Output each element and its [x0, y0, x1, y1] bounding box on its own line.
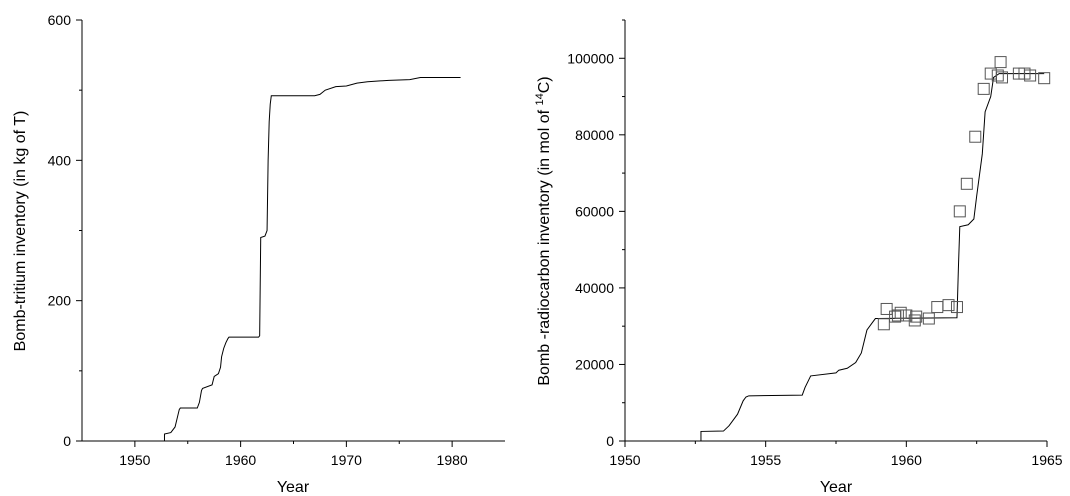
- radiocarbon-chart: 1950 1955 1960 1965 0 20000 40000 60000 80000 100…: [534, 19, 1063, 496]
- data-point: [953, 205, 966, 218]
- y-tick-label: 200: [48, 293, 72, 309]
- series-line: [87, 77, 461, 442]
- data-point: [977, 82, 990, 95]
- x-tick-label: 1950: [119, 452, 150, 468]
- data-point: [922, 312, 935, 325]
- y-tick-label: 0: [63, 433, 71, 449]
- x-tick-label: 1970: [331, 452, 362, 468]
- data-point: [910, 310, 923, 323]
- tritium-chart: 1950 1960 1970 1980 0 200 400 600 Year Bomb-tri…: [12, 12, 505, 496]
- data-point: [908, 314, 921, 327]
- data-point: [1038, 72, 1051, 85]
- x-tick-label: 1980: [437, 452, 468, 468]
- x-tick-label: 1960: [225, 452, 256, 468]
- data-point: [891, 309, 904, 322]
- y-tick-label: 20000: [575, 356, 614, 372]
- data-point: [950, 301, 963, 314]
- x-tick-label: 1955: [750, 452, 781, 468]
- y-tick-label: 100000: [567, 50, 614, 66]
- y-tick-label: 600: [48, 12, 72, 28]
- y-tick-label: 0: [606, 433, 614, 449]
- data-point: [991, 69, 1004, 82]
- data-point: [877, 318, 890, 331]
- data-point: [942, 299, 955, 312]
- series-line: [653, 73, 1045, 442]
- y-tick-label: 400: [48, 152, 72, 168]
- y-tick-label: 40000: [575, 280, 614, 296]
- y-axis-label: Bomb -radiocarbon inventory (in mol of 1…: [534, 76, 553, 385]
- data-point: [900, 309, 913, 322]
- x-tick-label: 1965: [1031, 452, 1062, 468]
- x-tick-label: 1960: [891, 452, 922, 468]
- y-axis-label: Bomb-tritium inventory (in kg of T): [12, 111, 29, 352]
- y-tick-label: 60000: [575, 203, 614, 219]
- data-point: [960, 177, 973, 190]
- y-tick-label: 80000: [575, 127, 614, 143]
- data-point: [931, 301, 944, 314]
- data-point: [1024, 69, 1037, 82]
- x-tick-label: 1950: [609, 452, 640, 468]
- data-point: [880, 302, 893, 315]
- data-point: [969, 130, 982, 143]
- data-point: [995, 71, 1008, 84]
- x-axis-label: Year: [820, 479, 853, 496]
- x-axis-label: Year: [277, 479, 310, 496]
- data-point: [994, 56, 1007, 69]
